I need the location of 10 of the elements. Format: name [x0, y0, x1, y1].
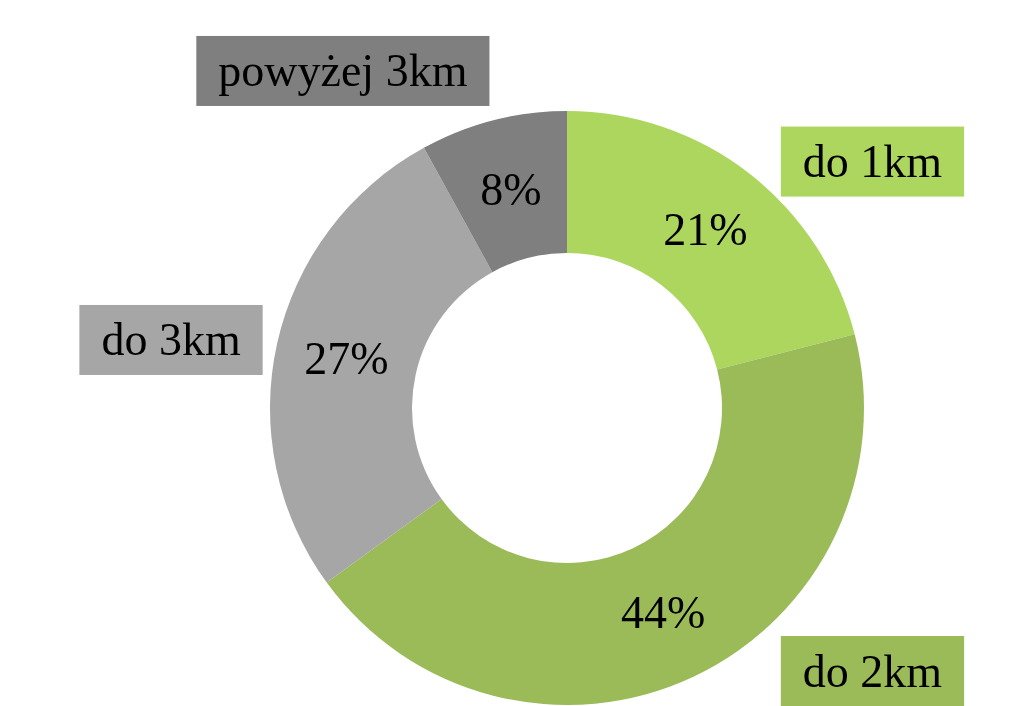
- donut-slice: [423, 111, 567, 273]
- donut-slice: [567, 111, 855, 370]
- slice-label: do 3km: [101, 314, 241, 366]
- data-label: 44%: [621, 586, 706, 638]
- slice-label: powyżej 3km: [218, 45, 468, 97]
- slice-label: do 1km: [802, 136, 943, 188]
- data-label: 21%: [663, 203, 748, 255]
- slice-label: do 2km: [802, 645, 943, 697]
- data-label: 27%: [304, 333, 389, 385]
- data-label: 8%: [480, 163, 542, 215]
